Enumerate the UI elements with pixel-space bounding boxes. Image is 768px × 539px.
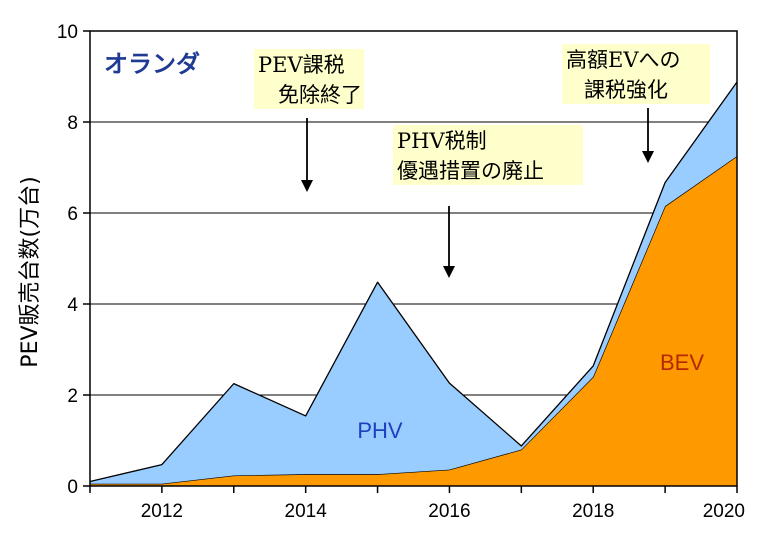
y-axis-label: PEV販売台数(万台) [18,176,43,367]
y-tick-label-8: 8 [67,113,78,134]
x-tick-label-2014: 2014 [285,501,328,522]
annotation-phv-tax-line1: PHV税制 [397,129,487,153]
x-tick-label-2012: 2012 [141,501,183,522]
series-area-phv [90,81,737,484]
annotation-backgrounds [254,44,710,185]
arrow-head-ev-tax [642,151,654,163]
series-areas [89,81,738,486]
axis-ticks: 0 2 4 6 8 10 2012 2014 2016 2018 2020 [57,22,745,522]
annotation-box-phv-tax [393,125,583,185]
y-tick-label-0: 0 [67,477,78,498]
annotation-arrows [301,108,654,278]
x-tick-label-2016: 2016 [428,501,470,522]
annotation-ev-tax-line2: 課税強化 [584,78,668,102]
y-tick-label-4: 4 [67,295,78,316]
annotation-ev-tax-line1: 高額EVへの [566,48,681,72]
x-tick-label-2018: 2018 [572,501,614,522]
plot-frame [89,30,738,487]
annotation-pev-tax-line2: 免除終了 [278,83,362,107]
y-tick-label-2: 2 [67,386,78,407]
y-tick-label-6: 6 [67,204,78,225]
x-tick-label-2020: 2020 [703,501,745,522]
country-label: オランダ [104,50,200,78]
arrow-head-phv-tax [443,266,455,278]
arrow-head-pev-tax [301,180,313,192]
chart-labels: オランダ PEV販売台数(万台) PHV BEV [18,50,704,443]
annotations: PEV課税 免除終了 PHV税制 優遇措置の廃止 高額EVへの 課税強化 [258,48,681,183]
annotation-box-pev-tax [254,49,364,109]
annotation-box-ev-tax [562,44,710,104]
series-label-phv: PHV [357,418,403,443]
annotation-pev-tax-line1: PEV課税 [258,53,345,77]
series-label-bev: BEV [660,350,704,375]
y-tick-label-10: 10 [57,22,78,43]
series-area-bev [90,156,737,486]
series-line-phv [89,81,738,483]
annotation-phv-tax-line2: 優遇措置の廃止 [397,159,544,183]
